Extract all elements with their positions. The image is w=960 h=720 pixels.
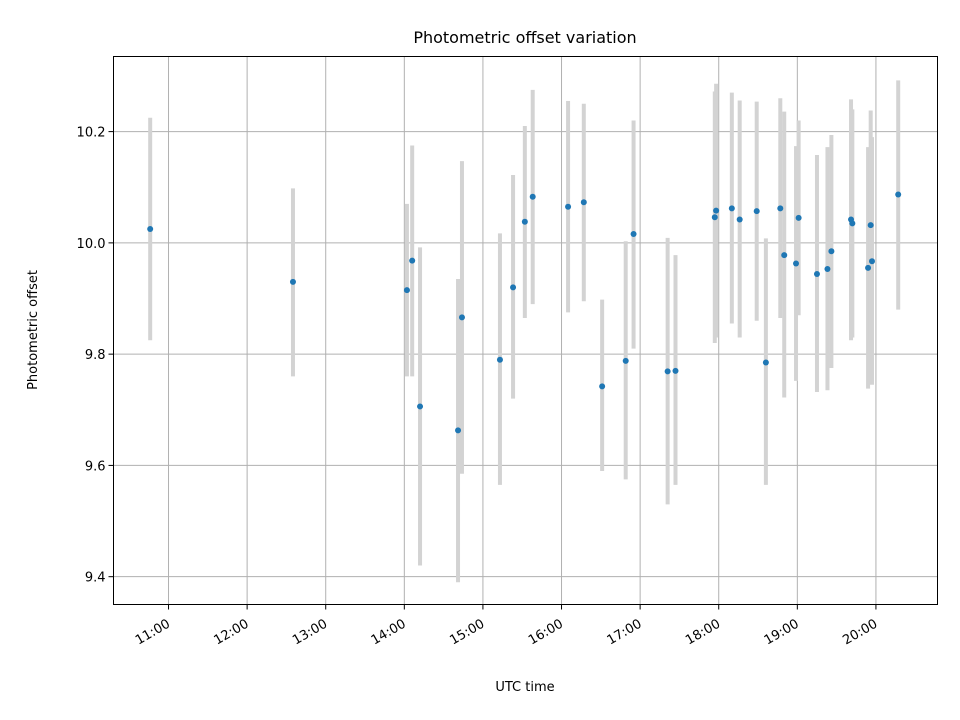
data-point [521,218,528,225]
data-point [849,220,856,227]
data-point [580,199,587,206]
y-tick-label: 9.6 [85,459,106,474]
data-point [289,278,296,285]
data-point [777,205,784,212]
data-point [762,359,769,366]
y-axis-label: Photometric offset [26,270,41,390]
y-tick-label: 10.2 [77,126,106,141]
data-point [630,230,637,237]
y-tick-label: 10.0 [77,237,106,252]
data-point [510,284,517,291]
data-point [865,264,872,271]
data-point [403,287,410,294]
data-point [672,367,679,374]
data-point [895,191,902,198]
data-point [664,368,671,375]
data-point [455,427,462,434]
data-point [793,260,800,267]
data-point [458,314,465,321]
data-point [599,383,606,390]
data-point [824,266,831,273]
data-point [828,248,835,255]
data-point [417,403,424,410]
y-tick-label: 9.8 [85,348,106,363]
data-point [409,257,416,264]
x-axis-label: UTC time [495,680,554,695]
data-point [795,214,802,221]
data-point [868,258,875,265]
data-point [813,271,820,278]
data-point [713,207,720,214]
data-point [565,203,572,210]
y-tick-label: 9.4 [85,571,106,586]
data-point [147,225,154,232]
data-point [867,222,874,229]
plot-frame [113,56,938,605]
data-point [728,205,735,212]
data-point [496,356,503,363]
data-point [711,214,718,221]
data-point [753,208,760,215]
data-point [736,216,743,223]
y-axis-ticks: 9.4 9.6 9.8 10.0 10.2 [77,126,114,586]
data-point [529,193,536,200]
chart-title: Photometric offset variation [413,28,636,47]
data-point [622,357,629,364]
data-points [147,191,902,434]
data-point [781,252,788,259]
